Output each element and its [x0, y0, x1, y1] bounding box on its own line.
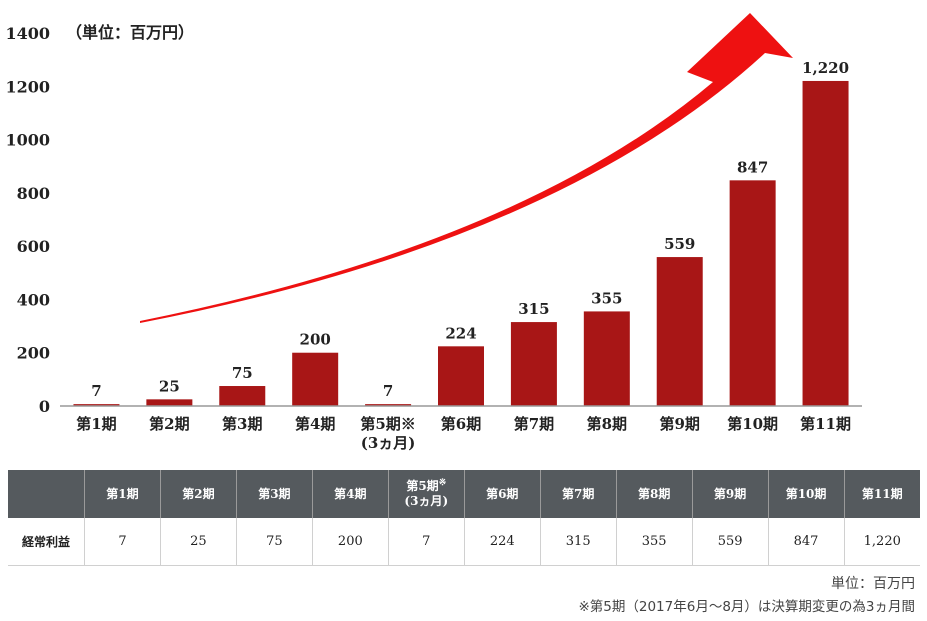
table-header-cell: 第4期: [312, 470, 389, 518]
bar: [729, 180, 776, 406]
value-label: 7: [91, 382, 101, 400]
value-label: 559: [664, 235, 695, 253]
value-label: 355: [591, 289, 622, 307]
value-label: 1,220: [802, 59, 849, 77]
table-header-cell: 第9期: [692, 470, 769, 518]
data-table: 第1期 第2期 第3期 第4期 第5期※ (3ヵ月) 第6期 第7期 第8期 第9期 第10期 第11…: [8, 470, 920, 566]
category-label: 第8期: [587, 415, 627, 433]
bar: [438, 346, 484, 406]
y-tick-label: 400: [17, 290, 50, 309]
category-label: 第5期※ (3ヵ月): [360, 415, 415, 452]
table-cell: 224: [464, 518, 541, 566]
footer-note: ※第5期（2017年6月～8月）は決算期変更の為3ヵ月間: [578, 599, 915, 615]
category-label: 第10期: [727, 415, 778, 433]
y-tick-label: 800: [17, 184, 50, 203]
table-header-cell: 第6期: [464, 470, 541, 518]
category-label: 第9期: [660, 415, 700, 433]
category-label: 第7期: [514, 415, 554, 433]
bar: [146, 399, 193, 406]
growth-arrow-icon: [140, 13, 793, 323]
row-label-ordinary-profit: 経常利益: [8, 518, 85, 566]
bar: [219, 386, 266, 406]
table-cell: 559: [692, 518, 769, 566]
category-label: 第4期: [295, 415, 335, 433]
table-header-cell: 第8期: [616, 470, 693, 518]
value-label: 25: [159, 377, 180, 395]
bar: [73, 404, 120, 406]
unit-label: （単位：百万円）: [66, 23, 194, 42]
table-header-cell: 第10期: [768, 470, 845, 518]
value-label: 224: [445, 324, 476, 342]
value-label: 7: [383, 382, 393, 400]
table-cell: 25: [160, 518, 237, 566]
y-tick-label: 1200: [5, 77, 50, 96]
bar: [510, 322, 557, 406]
footer-unit: 単位：百万円: [831, 576, 915, 592]
table-header-cell: 第1期: [84, 470, 161, 518]
table-cell: 1,220: [844, 518, 920, 566]
category-label: 第2期: [149, 415, 189, 433]
bar: [583, 311, 630, 406]
y-axis-ticks: 0 200 400 600 800 1000 1200 1400: [5, 24, 50, 416]
value-label: 200: [300, 331, 331, 349]
table-cell: 315: [540, 518, 617, 566]
table-cell: 75: [236, 518, 313, 566]
table-header-cell: 第2期: [160, 470, 237, 518]
y-tick-label: 200: [17, 344, 50, 363]
table-cell: 7: [388, 518, 465, 566]
value-label: 315: [518, 300, 549, 318]
category-label: 第1期: [76, 415, 116, 433]
category-label: 第6期: [441, 415, 481, 433]
table-header-cell: 第5期※ (3ヵ月): [388, 470, 465, 518]
table-header-row: 第1期 第2期 第3期 第4期 第5期※ (3ヵ月) 第6期 第7期 第8期 第9期 第10期 第11…: [8, 470, 920, 518]
y-tick-label: 600: [17, 237, 50, 256]
table-row: 経常利益 7 25 75 200 7 224 315 355 559 847 1,220: [8, 518, 920, 566]
value-label: 75: [232, 364, 253, 382]
bar: [656, 257, 703, 406]
bars-group: [73, 80, 849, 406]
category-label: 第11期: [800, 415, 851, 433]
y-tick-label: 1400: [5, 24, 50, 43]
table-cell: 200: [312, 518, 389, 566]
y-tick-label: 0: [39, 397, 50, 416]
category-label: 第3期: [222, 415, 262, 433]
table-cell: 847: [768, 518, 845, 566]
value-labels: 7 25 75 200 7 224 315 355 559 847 1,220: [91, 59, 849, 400]
table-header-cell: 第7期: [540, 470, 617, 518]
bar: [365, 404, 412, 406]
value-label: 847: [737, 158, 768, 176]
category-labels: 第1期 第2期 第3期 第4期 第5期※ (3ヵ月) 第6期 第7期 第8期 第9期 第10期 第11…: [76, 415, 851, 452]
table-cell: 7: [84, 518, 161, 566]
bar: [802, 80, 849, 406]
y-tick-label: 1000: [5, 131, 50, 150]
table-header-cell: 第11期: [844, 470, 920, 518]
table-header-cell: 第3期: [236, 470, 313, 518]
table-corner-cell: [8, 470, 85, 518]
bar: [292, 352, 339, 406]
table-cell: 355: [616, 518, 693, 566]
